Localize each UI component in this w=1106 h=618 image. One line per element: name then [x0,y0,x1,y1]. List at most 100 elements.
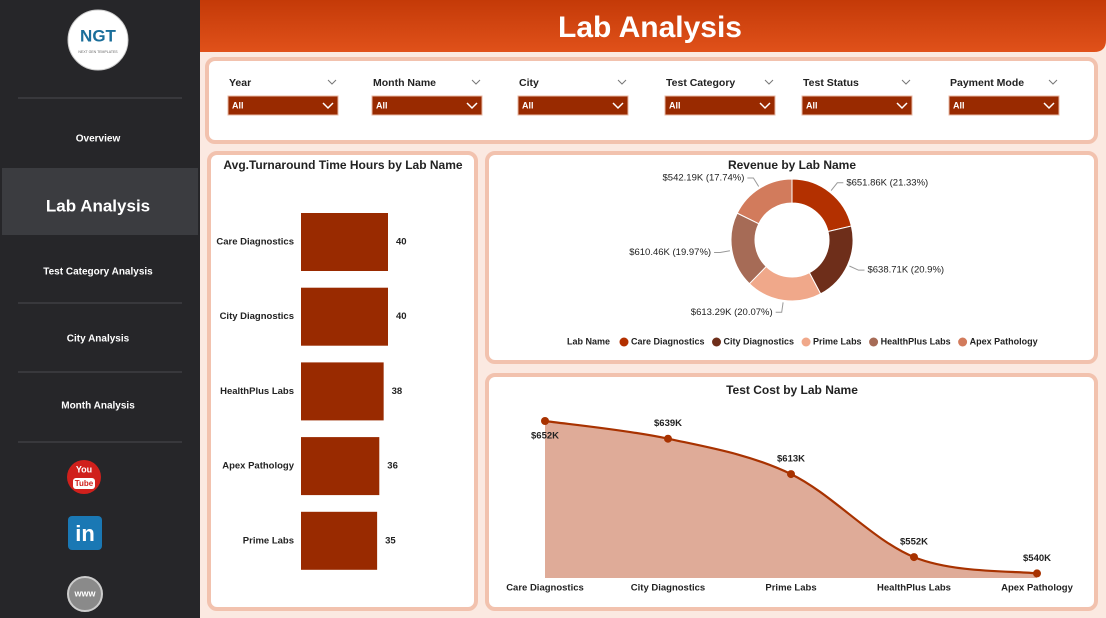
data-label: $639K [654,418,682,429]
filter-dropdown[interactable] [517,95,629,116]
logo [67,9,129,71]
nav-item[interactable]: Month Analysis [61,401,135,412]
point [541,417,549,425]
legend-label[interactable]: Prime Labs [813,336,862,346]
data-label: 36 [387,461,398,472]
filter-value: All [376,100,388,110]
legend-label[interactable]: HealthPlus Labs [881,336,951,346]
bar [301,287,388,346]
x-category-label: City Diagnostics [631,583,705,594]
filter-label: Month Name [373,77,436,89]
data-label: $651.86K (21.33%) [846,177,928,188]
linkedin-text: in [75,521,95,546]
data-label: $540K [1023,553,1051,564]
point [787,470,795,479]
linkedin-icon[interactable] [68,516,102,550]
filter-label: City [519,77,539,89]
data-label: $613K [777,454,805,465]
chart-title: Revenue by Lab Name [728,158,856,172]
filter-chevron [764,79,774,85]
header-bar [200,0,1106,52]
point [1033,569,1041,578]
leader-line [747,177,760,187]
bar [301,437,380,496]
filter-chevron [901,79,911,85]
filter-chevron [327,79,337,85]
y-category-label: HealthPlus Labs [220,386,294,397]
dropdown-chevron [759,102,771,110]
data-label: 35 [385,535,396,546]
data-label: 40 [396,311,407,322]
filter-dropdown[interactable] [371,95,483,116]
nav-item[interactable]: Overview [76,134,121,145]
bar [301,213,388,271]
x-category-label: Apex Pathology [1001,583,1074,594]
filter-label: Payment Mode [950,77,1024,89]
leader-line [714,250,731,253]
y-category-label: Apex Pathology [222,461,295,472]
legend-swatch [712,337,722,347]
nav-item[interactable]: Test Category Analysis [43,267,153,278]
filter-dropdown[interactable] [664,95,776,116]
data-label: 40 [396,237,407,248]
filter-label: Test Category [666,77,735,89]
filter-dropdown[interactable] [801,95,913,116]
area-fill [545,421,1037,578]
legend-swatch [619,337,629,347]
leader-line [830,182,844,191]
y-category-label: City Diagnostics [220,311,294,322]
dropdown-chevron [466,102,478,110]
x-category-label: Care Diagnostics [506,583,584,594]
bar [301,362,384,421]
sidebar [0,0,200,618]
dropdown-chevron [612,102,624,110]
x-category-label: HealthPlus Labs [877,583,951,594]
point [664,434,672,443]
y-category-label: Prime Labs [243,535,294,546]
web-icon[interactable] [67,576,103,612]
nav-item-active[interactable]: Lab Analysis [46,196,150,215]
logo-text: NGT [80,26,117,45]
legend-swatch [958,337,968,347]
legend-swatch [869,337,879,347]
dropdown-chevron [1043,102,1055,110]
legend-swatch [801,337,811,347]
point [910,553,918,562]
data-label: $542.19K (17.74%) [663,173,745,184]
data-label: $552K [900,537,928,548]
filter-chevron [1048,79,1058,85]
chart-title: Test Cost by Lab Name [726,383,858,397]
filter-label: Year [229,77,251,89]
filter-value: All [232,100,244,110]
legend-label[interactable]: Apex Pathology [970,336,1038,346]
web-text: www [73,588,96,598]
dropdown-chevron [896,102,908,110]
filter-chevron [471,79,481,85]
filter-value: All [806,100,818,110]
youtube-tab [73,478,95,489]
filter-value: All [522,100,534,110]
filter-label: Test Status [803,77,859,89]
page-title: Lab Analysis [558,11,742,44]
youtube-text: You [76,464,92,474]
legend-title: Lab Name [567,336,610,346]
content: Year All Month Name All City All Test Category… [216,77,1073,594]
leader-line [775,302,784,313]
youtube-text: Tube [75,479,94,488]
chart-title: Avg.Turnaround Time Hours by Lab Name [223,158,462,172]
dropdown-chevron [322,102,334,110]
filter-dropdown[interactable] [227,95,339,116]
filter-value: All [669,100,681,110]
legend-label[interactable]: City Diagnostics [724,336,795,346]
legend-label[interactable]: Care Diagnostics [631,336,705,346]
data-label: $610.46K (19.97%) [629,247,711,258]
data-label: 38 [392,386,403,397]
filter-dropdown[interactable] [948,95,1060,116]
nav-separators [18,97,182,443]
active-nav-bg [2,168,198,235]
data-label: $638.71K (20.9%) [867,265,944,276]
leader-line [849,265,865,271]
nav-item[interactable]: City Analysis [67,334,130,345]
bar [301,511,378,570]
